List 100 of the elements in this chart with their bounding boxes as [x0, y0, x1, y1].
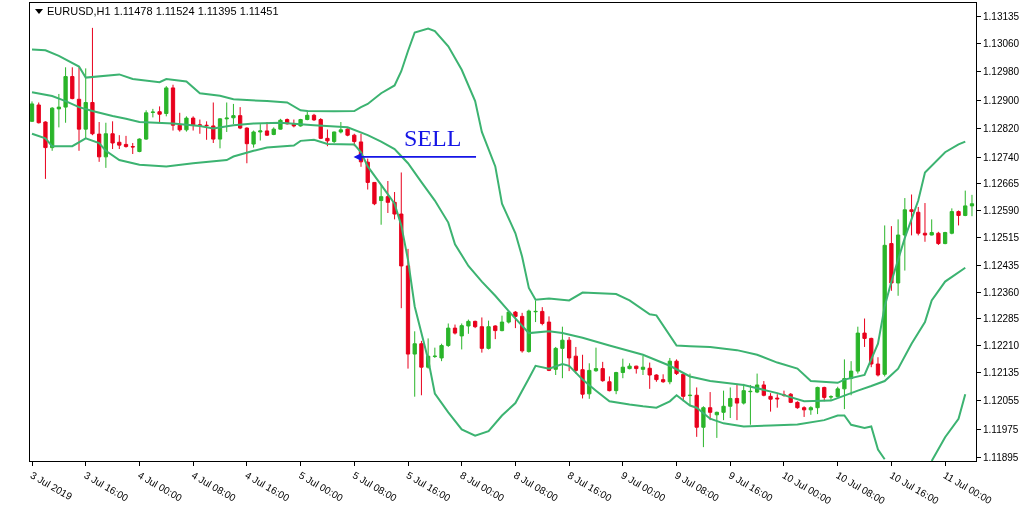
candlestick	[379, 184, 384, 226]
y-tick-label: 1.12285	[983, 313, 1020, 325]
candlestick	[157, 105, 162, 123]
candlestick	[345, 127, 350, 137]
candlestick	[640, 355, 646, 376]
x-tick-label: 4 Jul 16:00	[243, 469, 292, 504]
candlestick	[204, 120, 209, 141]
candlestick	[412, 330, 417, 398]
candlestick	[318, 117, 323, 140]
line-series	[31, 27, 967, 384]
candlestick	[734, 383, 740, 421]
candlestick	[325, 128, 330, 147]
y-tick-label: 1.13135	[983, 11, 1020, 23]
candlestick	[459, 322, 464, 350]
candlestick	[70, 66, 75, 100]
candlestick	[681, 373, 686, 402]
y-tick-label: 1.12740	[983, 151, 1020, 163]
candlestick	[808, 405, 813, 416]
y-tick-label: 1.12900	[983, 94, 1020, 106]
candlestick	[519, 312, 525, 354]
candlestick	[882, 224, 887, 377]
candlestick	[855, 326, 860, 375]
candlestick	[90, 27, 95, 136]
candlestick	[949, 207, 954, 235]
y-tick-label: 1.12055	[983, 395, 1020, 407]
x-tick-label: 8 Jul 08:00	[511, 469, 561, 504]
candlestick	[419, 340, 424, 396]
candlestick	[43, 120, 48, 180]
candlestick	[486, 320, 491, 350]
candlestick	[936, 231, 941, 246]
candlestick	[768, 392, 773, 413]
candlestick	[251, 130, 256, 149]
candlestick	[956, 210, 961, 226]
y-tick-label: 1.12210	[983, 340, 1020, 352]
candlestick	[835, 386, 840, 398]
annotation: SELL	[404, 125, 462, 151]
candlestick	[452, 324, 458, 336]
candlestick	[432, 347, 437, 359]
candlestick	[264, 121, 270, 137]
x-tick-label: 8 Jul 16:00	[565, 469, 614, 504]
candlestick	[305, 109, 310, 121]
candlestick	[271, 126, 276, 136]
candlestick	[922, 202, 928, 243]
candlestick	[466, 319, 471, 335]
candlestick	[405, 248, 411, 370]
candlestick	[513, 310, 518, 329]
x-tick-label: 10 Jul 16:00	[887, 469, 941, 507]
candlestick	[97, 121, 102, 163]
candlestick	[728, 386, 733, 419]
y-tick-label: 1.12360	[983, 286, 1020, 298]
line-series	[31, 132, 886, 461]
candlestick	[472, 320, 478, 329]
candlestick	[566, 336, 572, 372]
y-tick-label: 1.13060	[983, 38, 1020, 50]
candlestick	[439, 343, 444, 362]
candlestick	[721, 390, 726, 421]
x-tick-label: 9 Jul 08:00	[673, 469, 722, 504]
candlestick	[385, 180, 390, 214]
candlestick	[889, 225, 894, 292]
candlestick	[540, 306, 545, 326]
candlestick	[801, 407, 807, 418]
candlestick	[963, 190, 968, 217]
candlestick	[150, 108, 156, 118]
candlestick	[875, 356, 881, 377]
candlestick	[620, 358, 625, 379]
x-tick-label: 8 Jul 00:00	[458, 469, 507, 504]
candlestick	[929, 218, 934, 236]
candlestick	[177, 112, 182, 133]
candlestick	[30, 100, 35, 123]
candlestick	[258, 123, 263, 142]
candlestick	[506, 310, 511, 324]
candlestick	[587, 362, 592, 400]
candlestick	[613, 371, 619, 395]
y-tick-label: 1.12980	[983, 66, 1020, 78]
candlestick	[231, 103, 236, 125]
y-tick-label: 1.12435	[983, 260, 1020, 272]
candlestick	[338, 121, 343, 133]
candlestick	[775, 393, 780, 409]
candlestick	[479, 316, 484, 354]
y-tick-label: 1.12590	[983, 205, 1020, 216]
candlestick	[607, 375, 612, 392]
candlestick	[83, 67, 88, 139]
candlestick	[600, 361, 605, 383]
candlestick	[499, 315, 505, 332]
candlestick	[828, 394, 834, 401]
candlestick	[822, 386, 827, 402]
y-tick-label: 1.11895	[983, 451, 1019, 463]
x-tick-label: 3 Jul 2019	[28, 469, 75, 503]
candlestick	[63, 66, 68, 124]
x-tick-label: 10 Jul 00:00	[780, 469, 834, 507]
candlestick	[311, 113, 317, 122]
candlestick	[902, 197, 907, 272]
candlestick	[244, 126, 250, 164]
candlestick	[372, 181, 377, 206]
candlestick	[909, 194, 914, 236]
candlestick	[553, 346, 558, 376]
y-tick-label: 1.12665	[983, 178, 1020, 190]
candlestick	[741, 383, 746, 406]
candlestick	[701, 405, 706, 448]
x-tick-label: 10 Jul 08:00	[834, 469, 888, 507]
